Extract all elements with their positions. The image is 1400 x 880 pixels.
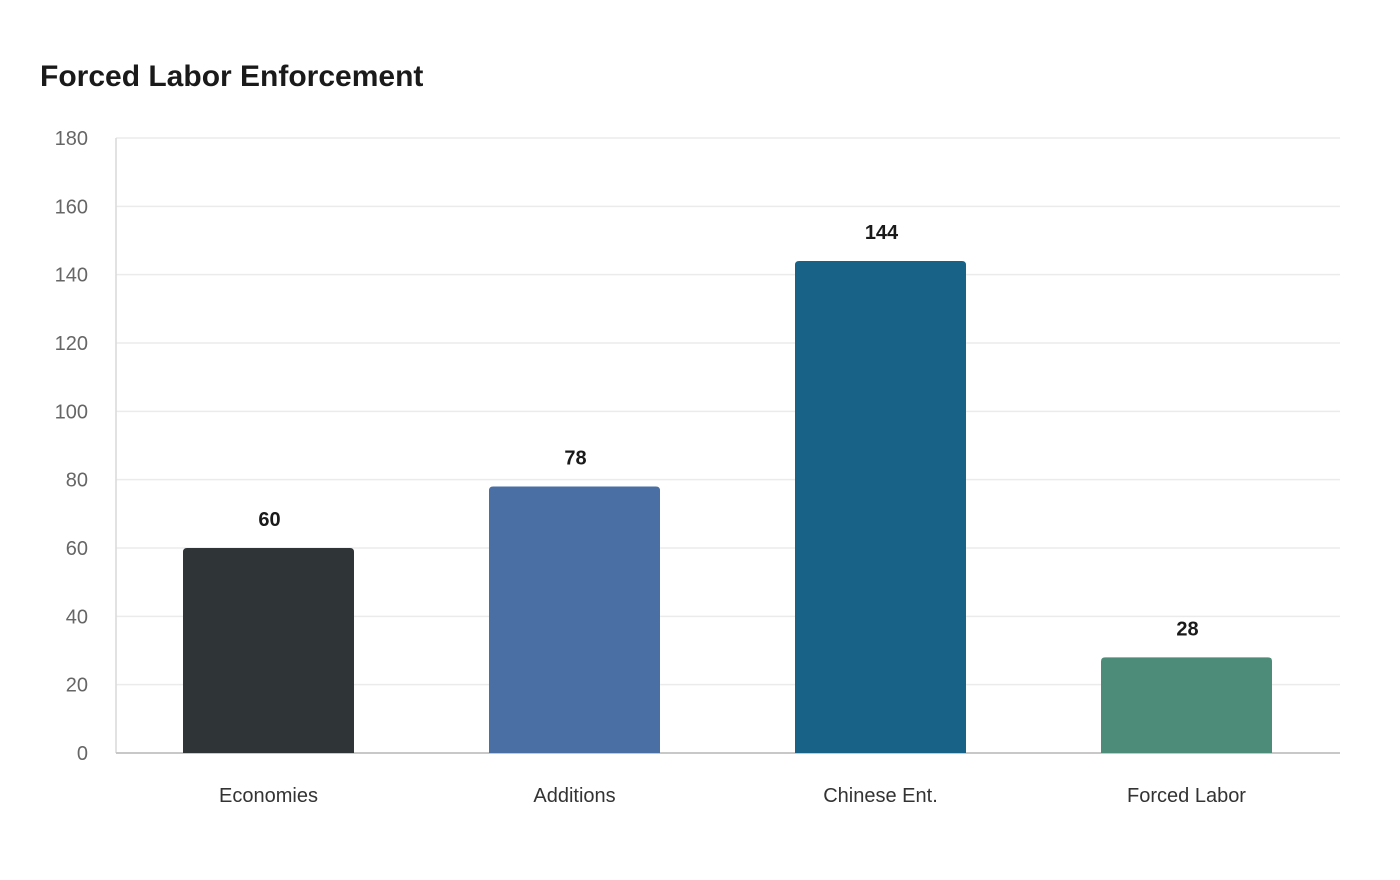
- data-label: 144: [865, 222, 899, 244]
- y-tick-label: 120: [55, 333, 88, 355]
- x-category-label: Forced Labor: [1127, 785, 1246, 807]
- x-category-label: Economies: [219, 785, 318, 807]
- data-label: 28: [1176, 618, 1198, 640]
- y-tick-label: 40: [66, 606, 88, 628]
- data-label: 60: [258, 509, 280, 531]
- y-tick-label: 140: [55, 265, 88, 287]
- y-tick-label: 180: [55, 128, 88, 150]
- y-tick-label: 100: [55, 401, 88, 423]
- y-tick-label: 60: [66, 538, 88, 560]
- bar-chinese-ent: [795, 261, 966, 753]
- chart-title: Forced Labor Enforcement: [40, 60, 424, 93]
- data-label: 78: [564, 448, 586, 470]
- bar-economies: [183, 548, 354, 753]
- labels: 0 20 40 60 80 100 120 140 160 180 60 Economies 78 Add…: [55, 128, 1247, 807]
- bar-additions: [489, 486, 660, 753]
- bars: [183, 261, 1272, 753]
- y-tick-label: 20: [66, 675, 88, 697]
- bar-forced-labor: [1101, 657, 1272, 753]
- x-category-label: Chinese Ent.: [823, 785, 938, 807]
- y-tick-label: 0: [77, 743, 88, 765]
- x-category-label: Additions: [533, 785, 615, 807]
- y-tick-label: 80: [66, 470, 88, 492]
- y-tick-label: 160: [55, 196, 88, 218]
